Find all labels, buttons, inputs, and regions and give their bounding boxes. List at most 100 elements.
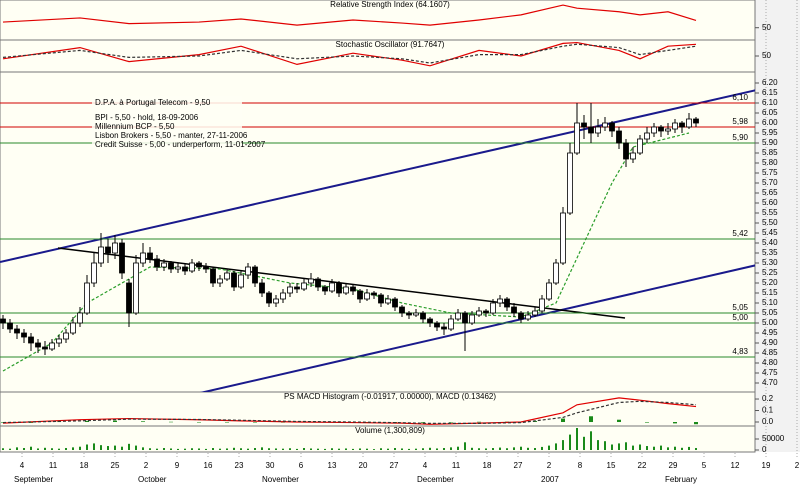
volume-bar [667, 447, 669, 450]
candle-body [287, 286, 293, 294]
month-label: November [262, 475, 299, 484]
volume-bar [93, 443, 95, 450]
candle-body [182, 266, 188, 272]
candle-body [581, 122, 587, 128]
volume-bar [471, 447, 473, 450]
volume-bar [37, 448, 39, 450]
volume-bar [478, 448, 480, 450]
x-tick-label: 5 [702, 461, 707, 470]
candle-body [392, 298, 398, 308]
x-tick-label: 18 [483, 461, 492, 470]
y-tick-label: 5.95 [762, 128, 778, 137]
candle-body [336, 282, 342, 294]
histogram-bar [421, 422, 425, 423]
volume-bar [296, 448, 298, 450]
y-tick-label: 50 [762, 51, 771, 60]
candle-body [623, 142, 629, 160]
candle-body [224, 272, 230, 280]
volume-bar [16, 447, 18, 450]
volume-bar [695, 448, 697, 450]
candle-body [0, 318, 6, 324]
candle-body [665, 128, 671, 132]
level-label: 5,90 [732, 133, 748, 142]
volume-bar [247, 448, 249, 450]
candle-body [378, 294, 384, 304]
volume-bar [2, 448, 4, 450]
candle-body [154, 258, 160, 268]
volume-bar [611, 444, 613, 450]
candle-body [525, 314, 531, 320]
candle-body [259, 282, 265, 294]
volume-bar [240, 448, 242, 450]
volume-bar [107, 446, 109, 450]
candle-body [35, 342, 41, 348]
x-tick-label: 2 [547, 461, 552, 470]
volume-bar [268, 448, 270, 450]
volume-bar [436, 448, 438, 450]
x-tick-label: 4 [423, 461, 428, 470]
volume-bar [310, 448, 312, 450]
candle-body [28, 336, 34, 344]
volume-bar [184, 448, 186, 450]
volume-bar [373, 449, 375, 450]
candle-body [126, 282, 132, 314]
candle-body [399, 306, 405, 314]
x-tick-label: 2 [795, 461, 800, 470]
volume-bar [121, 446, 123, 450]
candle-body [567, 152, 573, 214]
volume-bar [331, 448, 333, 450]
volume-bar [422, 448, 424, 450]
volume-bar [513, 447, 515, 450]
candle-body [63, 332, 69, 340]
level-label: 5,00 [732, 313, 748, 322]
level-label: 4,83 [732, 347, 748, 356]
x-tick-label: 12 [731, 461, 740, 470]
volume-bar [569, 434, 571, 450]
volume-bar [415, 448, 417, 450]
y-tick-label: 6.00 [762, 118, 778, 127]
histogram-bar [141, 421, 145, 423]
candle-body [518, 312, 524, 320]
candle-body [140, 252, 146, 264]
volume-bar [58, 448, 60, 450]
x-tick-label: 11 [49, 461, 58, 470]
candle-body [630, 152, 636, 160]
histogram-bar [533, 421, 537, 423]
volume-bar [618, 443, 620, 450]
volume-bar [590, 431, 592, 450]
y-tick-label: 0.0 [762, 417, 774, 426]
volume-bar [86, 444, 88, 450]
candle-body [672, 122, 678, 130]
volume-bar [457, 446, 459, 450]
candle-body [616, 130, 622, 144]
x-tick-label: 18 [80, 461, 89, 470]
trendline [199, 264, 755, 392]
candle-body [238, 274, 244, 288]
y-tick-label: 5.90 [762, 138, 778, 147]
x-tick-label: 8 [578, 461, 583, 470]
y-tick-label: 0 [762, 445, 767, 454]
candle-body [70, 322, 76, 334]
y-tick-label: 5.20 [762, 278, 778, 287]
volume-bar [261, 447, 263, 450]
y-tick-label: 5.60 [762, 198, 778, 207]
candle-body [476, 310, 482, 316]
month-label: October [138, 475, 167, 484]
y-tick-label: 4.95 [762, 328, 778, 337]
candle-body [462, 312, 468, 324]
level-label: 5,05 [732, 303, 748, 312]
volume-bar [51, 448, 53, 450]
candle-body [7, 322, 13, 330]
volume-bar [562, 440, 564, 450]
annotation: Millennium BCP - 5,50 [95, 122, 175, 131]
volume-bar [226, 448, 228, 450]
volume-bar [317, 448, 319, 450]
volume-bar [520, 446, 522, 450]
month-label: 2007 [541, 475, 559, 484]
volume-bar [646, 446, 648, 450]
y-tick-label: 5.40 [762, 238, 778, 247]
candle-body [511, 306, 517, 314]
candle-body [245, 266, 251, 276]
volume-bar [338, 448, 340, 450]
candle-body [637, 138, 643, 154]
